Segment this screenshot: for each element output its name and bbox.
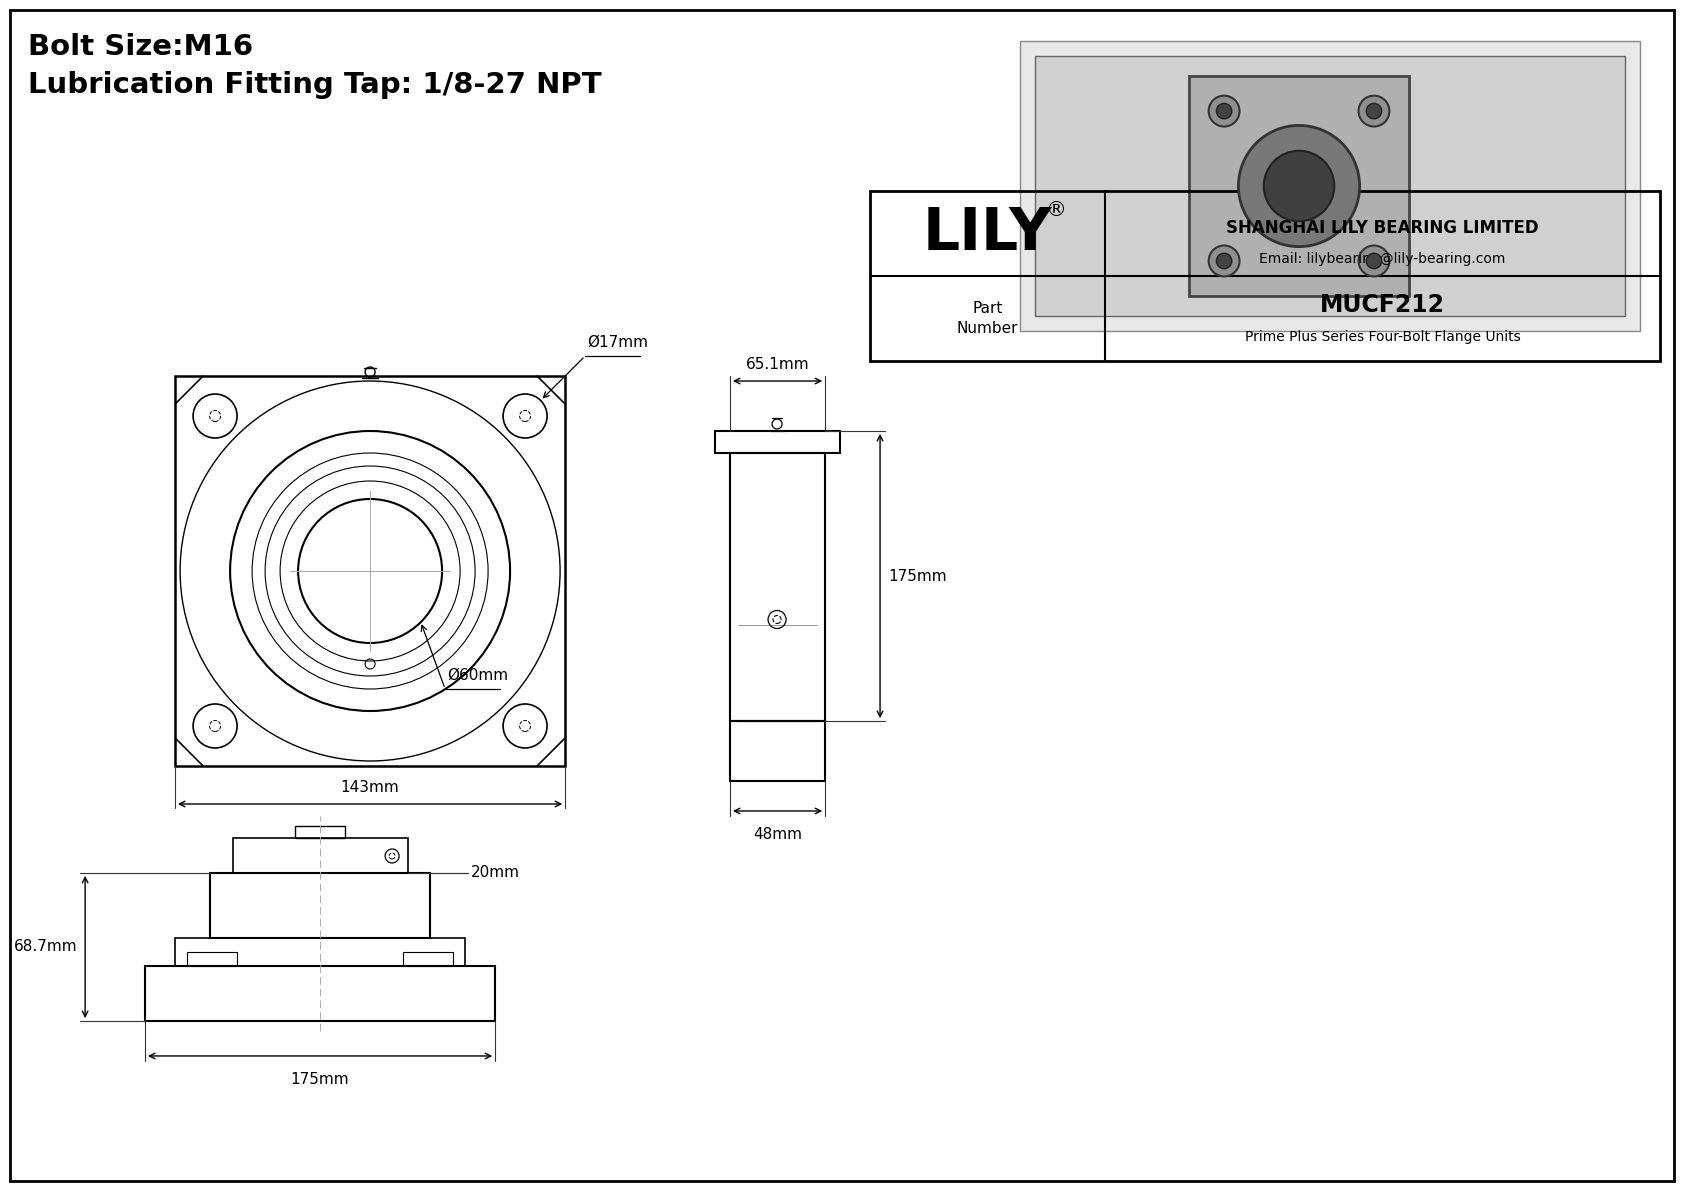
Bar <box>1189 76 1410 297</box>
Bar <box>295 827 345 838</box>
Bar <box>731 721 825 781</box>
Text: Ø17mm: Ø17mm <box>588 335 648 350</box>
Text: ®: ® <box>1046 200 1066 219</box>
Bar <box>402 952 453 966</box>
Text: LILY: LILY <box>923 205 1052 262</box>
Bar <box>232 838 408 873</box>
Text: Ø60mm: Ø60mm <box>446 668 509 682</box>
Bar <box>210 873 429 939</box>
Circle shape <box>1366 254 1381 269</box>
Text: 175mm: 175mm <box>291 1072 349 1087</box>
Circle shape <box>1216 104 1231 119</box>
Bar <box>175 376 566 766</box>
Text: MUCF212: MUCF212 <box>1320 293 1445 317</box>
Circle shape <box>1359 245 1389 276</box>
Text: Lubrication Fitting Tap: 1/8-27 NPT: Lubrication Fitting Tap: 1/8-27 NPT <box>29 71 601 99</box>
Circle shape <box>1366 104 1381 119</box>
Text: 65.1mm: 65.1mm <box>746 357 810 372</box>
Text: 48mm: 48mm <box>753 827 802 842</box>
Text: 68.7mm: 68.7mm <box>13 940 77 954</box>
Bar <box>1036 56 1625 316</box>
Bar <box>175 939 465 966</box>
Bar <box>145 966 495 1021</box>
Circle shape <box>1359 95 1389 126</box>
Bar <box>187 952 237 966</box>
Bar <box>716 431 840 453</box>
Text: 143mm: 143mm <box>340 780 399 794</box>
Text: SHANGHAI LILY BEARING LIMITED: SHANGHAI LILY BEARING LIMITED <box>1226 219 1539 237</box>
Text: 175mm: 175mm <box>887 568 946 584</box>
Circle shape <box>1216 254 1231 269</box>
Text: Email: lilybearing@lily-bearing.com: Email: lilybearing@lily-bearing.com <box>1260 252 1505 266</box>
Text: Part
Number: Part Number <box>957 301 1019 336</box>
Bar <box>731 453 825 721</box>
Circle shape <box>1209 245 1239 276</box>
Circle shape <box>1263 151 1334 222</box>
Bar <box>871 191 1660 361</box>
Circle shape <box>1238 125 1359 247</box>
Text: Prime Plus Series Four-Bolt Flange Units: Prime Plus Series Four-Bolt Flange Units <box>1244 330 1521 344</box>
Text: 20mm: 20mm <box>472 866 520 880</box>
Circle shape <box>1209 95 1239 126</box>
Text: Bolt Size:M16: Bolt Size:M16 <box>29 33 253 61</box>
Bar <box>1021 40 1640 331</box>
